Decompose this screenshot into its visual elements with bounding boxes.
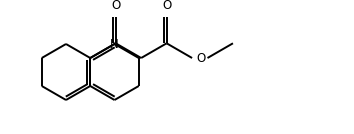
Text: O: O bbox=[111, 0, 120, 12]
Text: O: O bbox=[196, 51, 205, 64]
Text: N: N bbox=[110, 38, 119, 51]
Text: O: O bbox=[162, 0, 171, 12]
